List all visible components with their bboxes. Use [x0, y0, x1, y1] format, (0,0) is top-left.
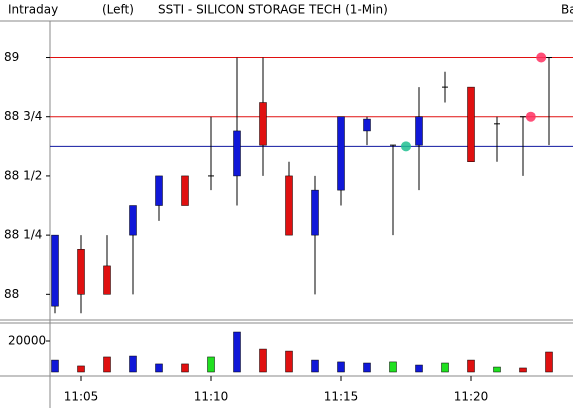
candle-body — [415, 116, 423, 146]
volume-bar — [467, 359, 475, 373]
volume-bar — [493, 366, 501, 373]
volume-bar — [233, 331, 241, 373]
volume-bar — [285, 350, 293, 373]
candle-body — [233, 130, 241, 177]
volume-bar — [181, 363, 189, 373]
candle-body — [337, 116, 345, 191]
volume-bar — [259, 348, 267, 373]
signal-marker — [536, 52, 547, 63]
signal-marker — [525, 111, 536, 122]
y-tick-label: 88 1/4 — [4, 228, 42, 242]
candle-body — [77, 249, 85, 295]
volume-bar — [155, 363, 163, 373]
header-cut: Ba — [561, 3, 573, 17]
volume-bar — [129, 355, 137, 373]
volume-bar — [389, 361, 397, 373]
volume-bar — [207, 356, 215, 373]
candle-body — [259, 102, 267, 146]
y-tick-label: 88 1/2 — [4, 168, 42, 182]
header-label: Intraday — [8, 3, 58, 17]
volume-bar — [77, 365, 85, 373]
x-tick-label: 11:20 — [454, 390, 489, 404]
y-tick-label: 88 — [4, 287, 19, 301]
volume-bar — [441, 362, 449, 373]
volume-bar — [103, 356, 111, 373]
x-tick-label: 11:15 — [324, 390, 359, 404]
candle-body — [103, 265, 111, 295]
signal-marker — [401, 141, 411, 152]
chart-title: SSTI - SILICON STORAGE TECH (1-Min) — [158, 3, 388, 17]
y-tick-label: 20000 — [8, 334, 46, 348]
volume-bar — [337, 361, 345, 373]
volume-bar — [545, 351, 553, 373]
volume-bar — [519, 367, 527, 373]
candle-body — [285, 175, 293, 236]
x-tick-label: 11:10 — [194, 390, 229, 404]
candle-body — [129, 205, 137, 236]
volume-bar — [311, 359, 319, 373]
header-mode: (Left) — [102, 3, 134, 17]
volume-bar — [415, 364, 423, 373]
candle-body — [181, 175, 189, 206]
x-tick-label: 11:05 — [64, 390, 99, 404]
y-tick-label: 89 — [4, 50, 19, 64]
candle-body — [311, 189, 319, 236]
candle-body — [363, 118, 371, 132]
volume-bar — [51, 359, 59, 373]
candle-body — [155, 175, 163, 206]
candle-body — [51, 234, 59, 307]
candle-body — [467, 86, 475, 162]
volume-bar — [363, 362, 371, 373]
y-tick-label: 88 3/4 — [4, 109, 42, 123]
